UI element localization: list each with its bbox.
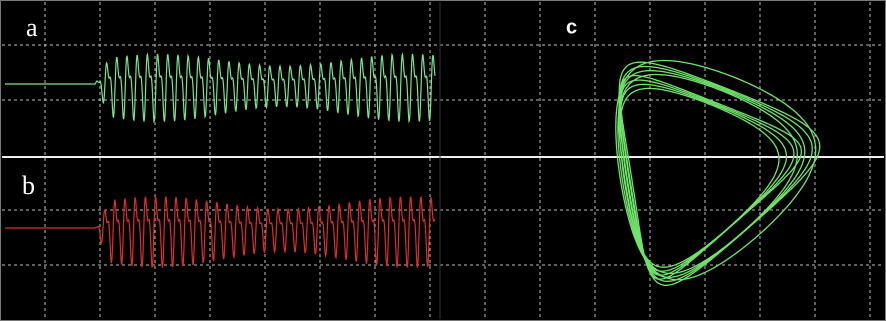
oscilloscope-screen: a b c	[0, 0, 886, 321]
panel-label: a	[26, 13, 38, 42]
panel-label: b	[22, 171, 35, 200]
panel-label: c	[566, 16, 577, 38]
screen-background	[0, 0, 886, 321]
page: a b c (() => { const data = JSON.parse(d…	[0, 0, 886, 321]
